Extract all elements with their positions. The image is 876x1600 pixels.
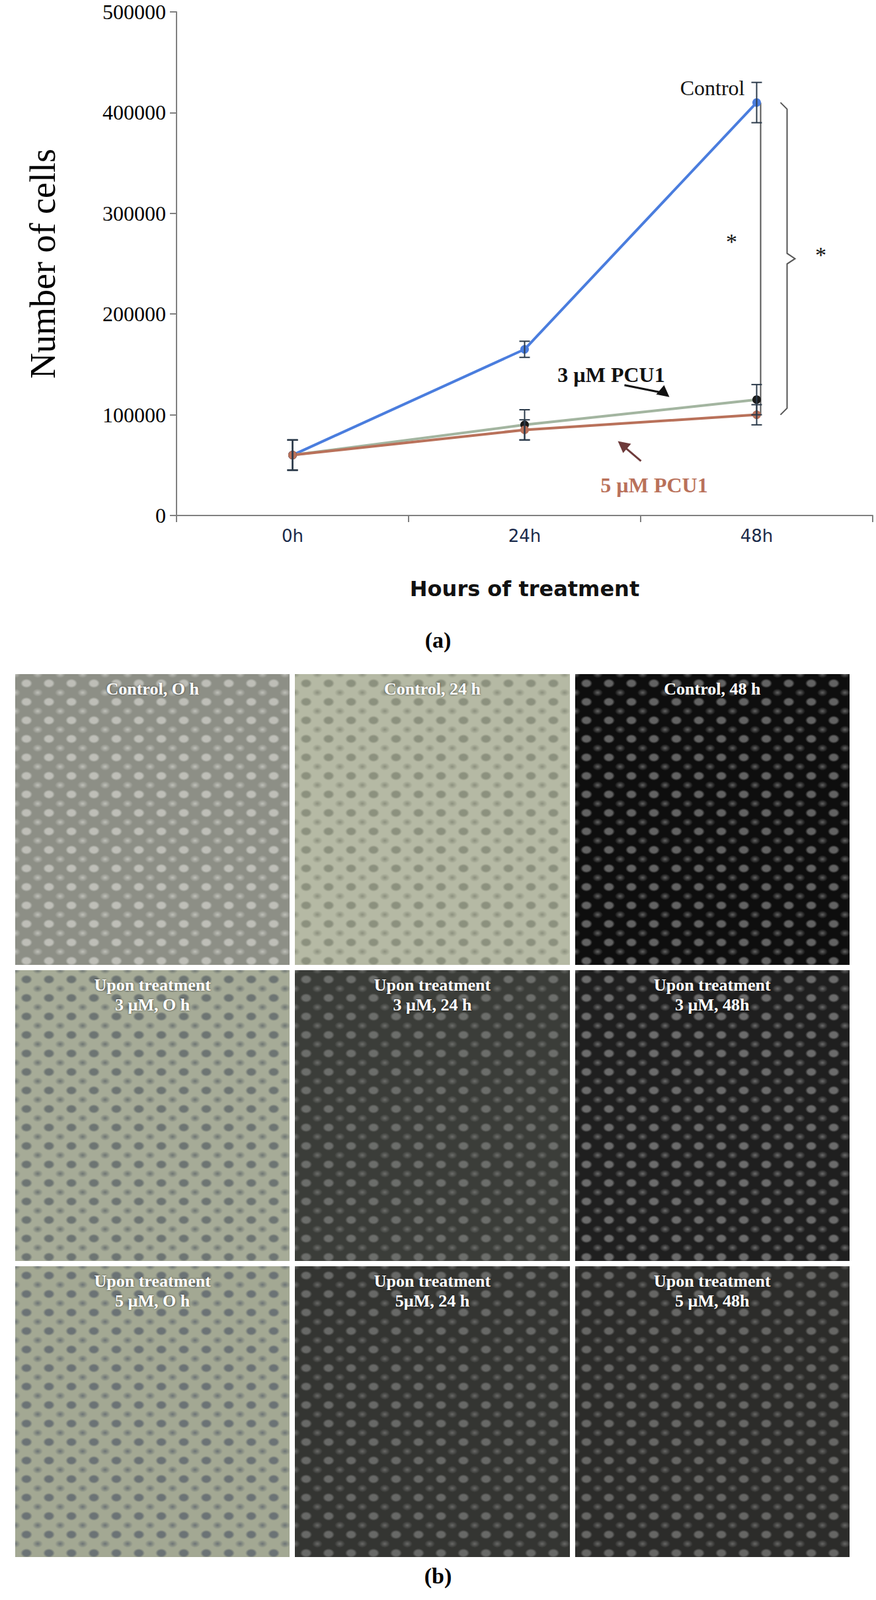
html-text:Upon treatment: Upon treatment xyxy=(94,975,211,996)
svg-text:200000: 200000 xyxy=(102,302,166,326)
html-text:3 µM, 24 h: 3 µM, 24 h xyxy=(393,995,472,1015)
svg-text:Hours of treatment: Hours of treatment xyxy=(409,576,640,602)
html-text:5µM, 24 h: 5µM, 24 h xyxy=(395,1291,470,1312)
html-text:Control, 48 h: Control, 48 h xyxy=(663,679,761,699)
svg-text:*: * xyxy=(815,242,827,268)
html-text:Upon treatment: Upon treatment xyxy=(94,1272,211,1292)
html-text:5 µM, O h: 5 µM, O h xyxy=(115,1291,190,1312)
svg-text:24h: 24h xyxy=(508,526,542,547)
html-text:Upon treatment: Upon treatment xyxy=(653,1272,771,1292)
svg-text:100000: 100000 xyxy=(102,403,166,428)
html-text:(b): (b) xyxy=(424,1564,452,1589)
svg-text:500000: 500000 xyxy=(102,0,166,24)
html-text:Upon treatment: Upon treatment xyxy=(653,975,771,996)
html-text:5 µM, 48h: 5 µM, 48h xyxy=(675,1291,750,1312)
html-text:Control, O h: Control, O h xyxy=(106,679,199,699)
html-text:Upon treatment: Upon treatment xyxy=(374,975,491,996)
svg-text:0: 0 xyxy=(155,503,166,528)
html-text:(a): (a) xyxy=(424,628,452,653)
svg-text:48h: 48h xyxy=(740,526,774,547)
html-text:3 µM, O h: 3 µM, O h xyxy=(115,995,190,1015)
html-text:3 µM, 48h: 3 µM, 48h xyxy=(675,995,750,1015)
svg-text:Control: Control xyxy=(680,76,746,100)
html-text:Upon treatment: Upon treatment xyxy=(374,1272,491,1292)
html-text:Control, 24 h: Control, 24 h xyxy=(384,679,481,699)
svg-text:3 µM PCU1: 3 µM PCU1 xyxy=(557,362,665,387)
svg-text:0h: 0h xyxy=(281,526,304,547)
svg-text:Number of cells: Number of cells xyxy=(23,148,63,379)
svg-text:400000: 400000 xyxy=(102,100,166,125)
svg-text:300000: 300000 xyxy=(102,201,166,226)
svg-text:5 µM PCU1: 5 µM PCU1 xyxy=(600,473,708,498)
svg-text:*: * xyxy=(725,229,738,254)
